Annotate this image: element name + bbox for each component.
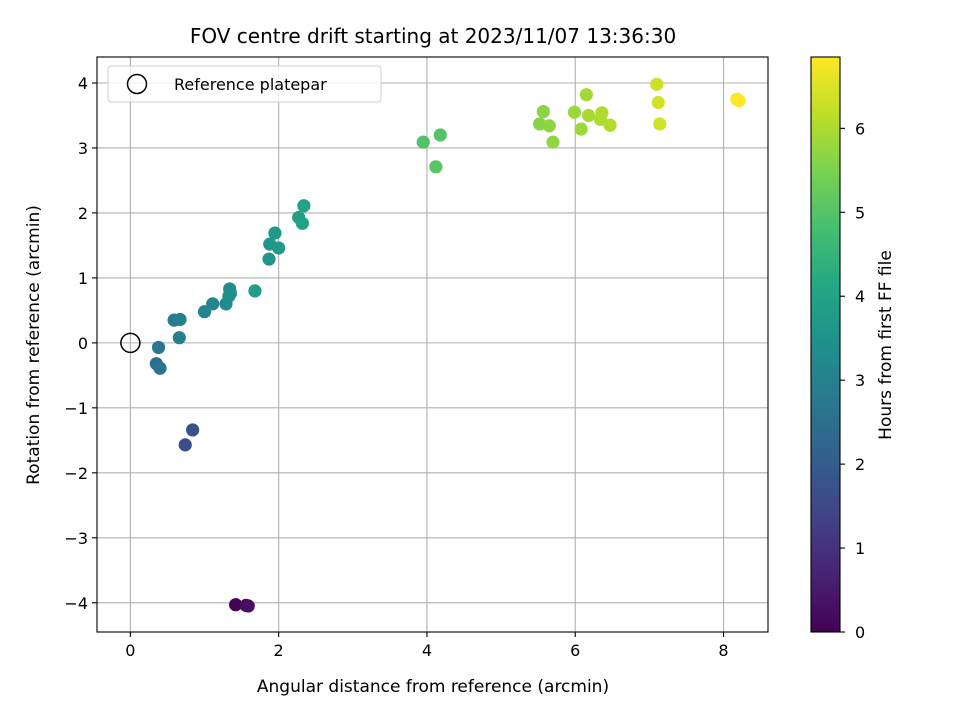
- scatter-point: [650, 77, 664, 91]
- scatter-point: [732, 93, 746, 108]
- scatter-point: [429, 160, 443, 174]
- scatter-point: [206, 297, 220, 311]
- plot-area: 0 2 4 6 8 −4 −3 −2 −1 0 1 2 3 4: [64, 56, 769, 660]
- scatter-point: [651, 95, 665, 110]
- scatter-point: [433, 128, 447, 142]
- scatter-point: [297, 199, 311, 213]
- colorbar-ticks: 0 1 2 3 4 5 6: [840, 119, 865, 642]
- scatter-point: [416, 135, 430, 149]
- scatter-point: [653, 117, 667, 131]
- colorbar-tick-label: 0: [855, 623, 865, 642]
- legend: Reference platepar: [107, 65, 382, 103]
- scatter-point: [153, 361, 167, 375]
- y-axis-ticks: −4 −3 −2 −1 0 1 2 3 4: [64, 74, 97, 613]
- x-tick-label: 0: [125, 641, 135, 660]
- colorbar-tick-label: 4: [855, 287, 865, 306]
- scatter-points: [149, 77, 746, 613]
- scatter-point: [241, 599, 255, 613]
- scatter-point: [272, 241, 286, 255]
- y-tick-label: 0: [78, 334, 88, 353]
- y-axis-label: Rotation from reference (arcmin): [24, 205, 44, 485]
- scatter-point: [248, 284, 262, 298]
- x-axis-ticks: 0 2 4 6 8: [125, 632, 729, 660]
- scatter-point: [542, 119, 556, 133]
- x-tick-label: 8: [718, 641, 728, 660]
- plot-frame: [96, 56, 769, 633]
- y-tick-label: 2: [78, 204, 88, 223]
- y-tick-label: −2: [64, 464, 88, 483]
- colorbar-gradient: [810, 56, 841, 633]
- colorbar-tick-label: 5: [855, 203, 865, 222]
- y-tick-label: −4: [64, 594, 88, 613]
- y-tick-label: −3: [64, 529, 88, 548]
- chart-title: FOV centre drift starting at 2023/11/07 …: [190, 24, 676, 48]
- scatter-point: [574, 122, 588, 136]
- scatter-point: [151, 340, 166, 355]
- scatter-point: [579, 88, 593, 102]
- scatter-point: [567, 105, 582, 119]
- colorbar-tick-label: 3: [855, 371, 865, 390]
- colorbar-label: Hours from first FF file: [876, 250, 896, 440]
- x-tick-label: 2: [274, 641, 284, 660]
- colorbar: 0 1 2 3 4 5 6: [810, 56, 865, 642]
- legend-box: [107, 65, 382, 103]
- scatter-point: [223, 286, 238, 301]
- scatter-point: [197, 305, 212, 319]
- y-tick-label: 4: [78, 74, 88, 93]
- reference-platepar-marker: [120, 332, 141, 354]
- colorbar-tick-label: 2: [855, 455, 865, 474]
- scatter-point: [229, 598, 243, 612]
- legend-label-reference: Reference platepar: [174, 75, 327, 94]
- y-tick-label: 3: [78, 139, 88, 158]
- scatter-point: [581, 108, 596, 123]
- scatter-point: [295, 216, 309, 230]
- scatter-point: [172, 331, 186, 345]
- x-tick-label: 4: [422, 641, 432, 660]
- scatter-point: [262, 252, 276, 266]
- x-tick-label: 6: [570, 641, 580, 660]
- scatter-point: [178, 438, 192, 452]
- scatter-point: [536, 104, 550, 119]
- grid-lines: [97, 57, 768, 632]
- y-tick-label: 1: [78, 269, 88, 288]
- colorbar-tick-label: 6: [855, 119, 865, 138]
- scatter-point: [595, 106, 609, 120]
- scatter-point: [546, 135, 560, 149]
- x-axis-label: Angular distance from reference (arcmin): [257, 677, 609, 697]
- scatter-point: [268, 226, 282, 240]
- colorbar-tick-label: 1: [855, 539, 865, 558]
- legend-reference-marker: [126, 73, 148, 95]
- scatter-point: [186, 423, 200, 437]
- y-tick-label: −1: [64, 399, 88, 418]
- scatter-point: [173, 312, 187, 327]
- scatter-point: [603, 118, 617, 132]
